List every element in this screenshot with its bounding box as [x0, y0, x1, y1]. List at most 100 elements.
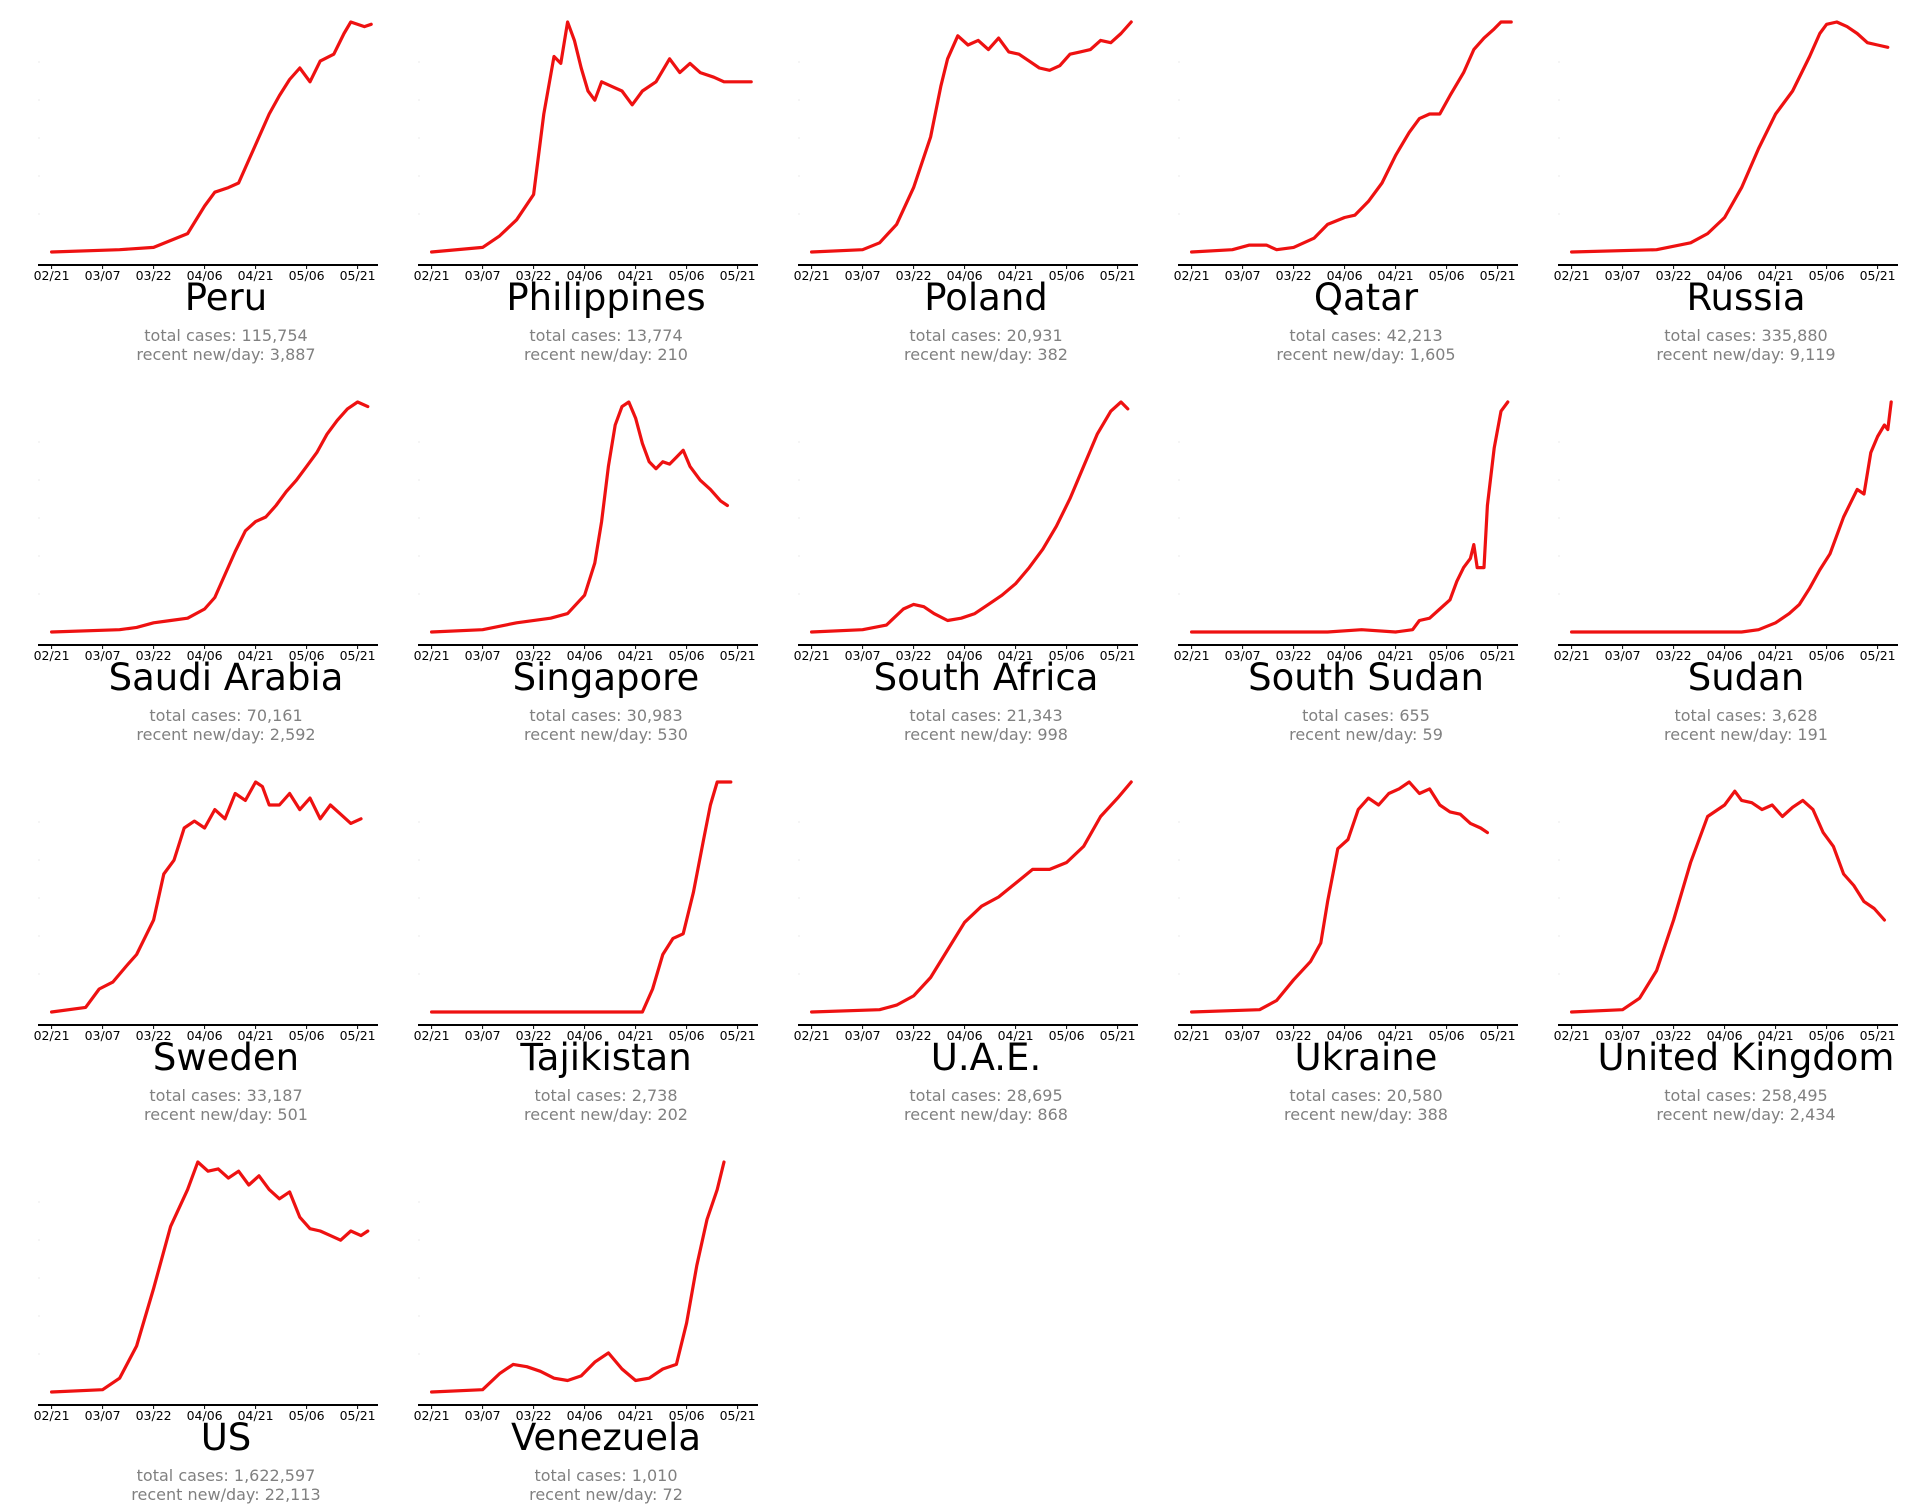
x-tick-label: 04/06: [187, 1028, 223, 1043]
x-tick-label: 05/06: [289, 1028, 325, 1043]
chart-svg: 02/21 03/07 03/22 04/06 04/21 05/06 05/21: [34, 1160, 378, 1423]
country-panel: 02/21 03/07 03/22 04/06 04/21 05/06 05/21 Peru t…: [34, 0, 414, 370]
x-tick-label: 03/22: [136, 1028, 172, 1043]
y-axis-dot: [38, 593, 40, 595]
x-tick-label: 05/06: [1429, 1028, 1465, 1043]
country-panel: 02/21 03/07 03/22 04/06 04/21 05/06 05/21 Swede…: [34, 760, 414, 1130]
x-tick-label: 04/06: [947, 1028, 983, 1043]
recent-new-per-day-text: recent new/day: 210: [524, 345, 688, 364]
x-tick-label: 05/06: [1429, 268, 1465, 283]
y-axis-dot: [418, 555, 420, 557]
x-tick-label: 03/07: [1605, 1028, 1641, 1043]
y-axis-dot: [1558, 555, 1560, 557]
x-tick-label: 05/21: [340, 648, 376, 663]
chart-svg: 02/21 03/07 03/22 04/06 04/21 05/06 05/21: [34, 20, 378, 283]
country-panel: 02/21 03/07 03/22 04/06 04/21 05/06 05/21 US tot…: [34, 1140, 414, 1510]
x-tick-label: 04/21: [238, 268, 274, 283]
chart-svg: 02/21 03/07 03/22 04/06 04/21 05/06 05/21: [414, 780, 758, 1043]
y-axis-dot: [1178, 517, 1180, 519]
y-axis-dot: [38, 859, 40, 861]
x-tick-label: 04/21: [618, 268, 654, 283]
series-line: [50, 1160, 370, 1394]
y-axis-dot: [1558, 479, 1560, 481]
y-axis-dot: [1178, 593, 1180, 595]
country-name: Saudi Arabia: [108, 656, 344, 699]
y-axis-dot: [38, 479, 40, 481]
recent-new-per-day-text: recent new/day: 530: [524, 725, 688, 744]
y-axis-dot: [798, 99, 800, 101]
x-tick-label: 05/06: [289, 648, 325, 663]
y-axis-dot: [38, 137, 40, 139]
chart-svg: 02/21 03/07 03/22 04/06 04/21 05/06 05/21: [794, 780, 1138, 1043]
y-axis-dot: [798, 859, 800, 861]
recent-new-per-day-text: recent new/day: 22,113: [131, 1485, 321, 1504]
total-cases-text: total cases: 3,628: [1674, 706, 1818, 725]
x-tick-label: 03/22: [896, 648, 932, 663]
y-axis-dot: [418, 479, 420, 481]
country-name: South Sudan: [1248, 656, 1484, 699]
recent-new-per-day-text: recent new/day: 868: [904, 1105, 1068, 1124]
x-tick-label: 04/21: [1758, 1028, 1794, 1043]
country-panel: 02/21 03/07 03/22 04/06 04/21 05/06 05/21 Phili…: [414, 0, 794, 370]
y-axis-dot: [1558, 61, 1560, 63]
recent-new-per-day-text: recent new/day: 59: [1289, 725, 1443, 744]
y-axis-dot: [798, 935, 800, 937]
y-axis-dot: [38, 973, 40, 975]
y-axis-dot: [418, 213, 420, 215]
series-line: [1190, 780, 1489, 1014]
total-cases-text: total cases: 655: [1302, 706, 1430, 725]
country-name: United Kingdom: [1597, 1036, 1895, 1079]
x-tick-label: 03/07: [845, 1028, 881, 1043]
country-panel: 02/21 03/07 03/22 04/06 04/21 05/06 05/21 U.A.E…: [794, 760, 1174, 1130]
total-cases-text: total cases: 20,580: [1289, 1086, 1443, 1105]
x-tick-label: 02/21: [34, 648, 70, 663]
x-tick-label: 05/06: [1809, 648, 1845, 663]
x-tick-label: 04/06: [947, 648, 983, 663]
x-tick-label: 04/21: [238, 648, 274, 663]
x-tick-label: 02/21: [414, 1028, 450, 1043]
total-cases-text: total cases: 21,343: [909, 706, 1063, 725]
y-axis-dot: [798, 441, 800, 443]
y-axis-dot: [1558, 99, 1560, 101]
x-tick-label: 04/06: [947, 268, 983, 283]
x-tick-label: 04/06: [1707, 268, 1743, 283]
y-axis-dot: [1558, 897, 1560, 899]
y-axis-dot: [1558, 935, 1560, 937]
x-tick-label: 05/21: [1860, 648, 1896, 663]
y-axis-dot: [38, 61, 40, 63]
y-axis-dot: [38, 1201, 40, 1203]
x-tick-label: 05/06: [1049, 1028, 1085, 1043]
series-line: [50, 20, 373, 254]
x-tick-label: 05/06: [1429, 648, 1465, 663]
y-axis-dot: [38, 441, 40, 443]
y-axis-dot: [418, 1201, 420, 1203]
y-axis-dot: [418, 897, 420, 899]
recent-new-per-day-text: recent new/day: 9,119: [1656, 345, 1836, 364]
x-tick-label: 02/21: [1174, 1028, 1210, 1043]
country-name: Peru: [184, 276, 268, 319]
total-cases-text: total cases: 42,213: [1289, 326, 1443, 345]
y-axis-dot: [1178, 897, 1180, 899]
chart-svg: 02/21 03/07 03/22 04/06 04/21 05/06 05/21: [794, 20, 1138, 283]
x-tick-label: 03/07: [845, 268, 881, 283]
y-axis-dot: [1558, 517, 1560, 519]
country-panel: 02/21 03/07 03/22 04/06 04/21 05/06 05/21 Venez…: [414, 1140, 794, 1510]
recent-new-per-day-text: recent new/day: 191: [1664, 725, 1828, 744]
series-line: [1190, 400, 1510, 634]
y-axis-dot: [1178, 213, 1180, 215]
y-axis-dot: [1558, 441, 1560, 443]
x-tick-label: 05/21: [720, 268, 756, 283]
total-cases-text: total cases: 70,161: [149, 706, 303, 725]
x-tick-label: 03/22: [516, 1028, 552, 1043]
x-tick-label: 03/07: [1605, 268, 1641, 283]
chart-svg: 02/21 03/07 03/22 04/06 04/21 05/06 05/21: [34, 400, 378, 663]
x-tick-label: 03/07: [1225, 268, 1261, 283]
x-tick-label: 05/21: [720, 1408, 756, 1423]
x-tick-label: 04/06: [1327, 648, 1363, 663]
series-line: [810, 780, 1133, 1014]
x-tick-label: 04/06: [1707, 648, 1743, 663]
chart-svg: 02/21 03/07 03/22 04/06 04/21 05/06 05/21: [1174, 400, 1518, 663]
recent-new-per-day-text: recent new/day: 501: [144, 1105, 308, 1124]
country-name: Ukraine: [1294, 1036, 1438, 1079]
y-axis-dot: [38, 1353, 40, 1355]
